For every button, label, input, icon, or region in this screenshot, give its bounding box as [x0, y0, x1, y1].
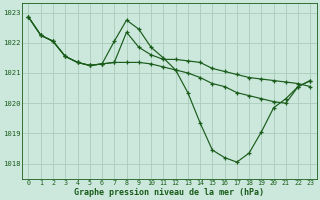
X-axis label: Graphe pression niveau de la mer (hPa): Graphe pression niveau de la mer (hPa)	[75, 188, 264, 197]
